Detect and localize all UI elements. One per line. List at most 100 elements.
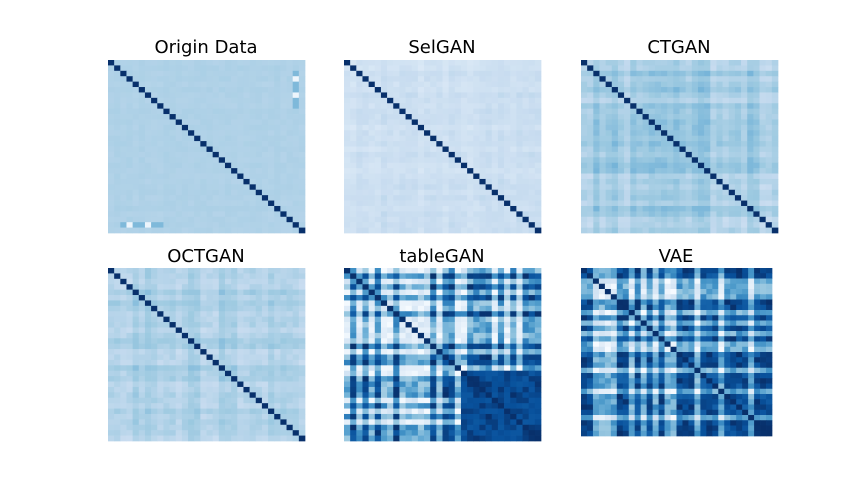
heatmap-cell bbox=[344, 316, 351, 323]
heatmap-cell bbox=[734, 97, 742, 104]
heatmap-cell bbox=[485, 289, 493, 296]
heatmap-cell bbox=[169, 349, 177, 355]
heatmap-cell bbox=[417, 392, 425, 399]
heatmap-cell bbox=[144, 65, 152, 72]
heatmap-cell bbox=[759, 70, 767, 77]
heatmap-cell bbox=[255, 76, 263, 82]
heatmap-cell bbox=[200, 408, 207, 415]
heatmap-cell bbox=[387, 222, 394, 228]
heatmap-cell bbox=[374, 151, 382, 158]
heatmap-cell bbox=[399, 108, 406, 115]
heatmap-cell bbox=[485, 76, 493, 82]
heatmap-cell bbox=[237, 222, 244, 228]
heatmap-cell bbox=[467, 316, 474, 323]
heatmap-cell bbox=[442, 146, 450, 153]
heatmap-cell bbox=[759, 211, 767, 218]
heatmap-cell bbox=[691, 87, 699, 93]
heatmap-cell bbox=[473, 162, 480, 169]
heatmap-cell bbox=[243, 327, 250, 334]
heatmap-cell bbox=[728, 211, 736, 218]
heatmap-cell bbox=[181, 151, 189, 158]
heatmap-cell bbox=[344, 87, 351, 93]
heatmap-cell bbox=[237, 392, 244, 399]
heatmap-cell bbox=[387, 354, 394, 361]
heatmap-cell bbox=[132, 92, 140, 99]
heatmap-cell bbox=[399, 92, 406, 99]
heatmap-cell bbox=[132, 332, 140, 339]
heatmap-cell bbox=[286, 87, 294, 93]
heatmap-cell bbox=[298, 92, 306, 99]
heatmap-cell bbox=[151, 76, 158, 82]
heatmap-cell bbox=[237, 408, 244, 415]
heatmap-cell bbox=[286, 359, 294, 366]
heatmap-grid bbox=[344, 268, 542, 442]
heatmap-cell bbox=[286, 365, 294, 372]
heatmap-cell bbox=[534, 311, 542, 318]
heatmap-cell bbox=[611, 60, 619, 66]
heatmap-cell bbox=[237, 289, 244, 296]
heatmap-cell bbox=[497, 227, 505, 234]
heatmap-cell bbox=[460, 205, 468, 212]
heatmap-cell bbox=[175, 103, 183, 110]
heatmap-cell bbox=[448, 168, 456, 174]
heatmap-cell bbox=[636, 146, 643, 153]
heatmap-cell bbox=[587, 195, 594, 201]
heatmap-cell bbox=[673, 227, 680, 234]
heatmap-cell bbox=[617, 70, 625, 77]
heatmap-cell bbox=[350, 327, 357, 334]
heatmap-cell bbox=[374, 70, 382, 77]
heatmap-cell bbox=[405, 65, 413, 72]
heatmap-cell bbox=[362, 268, 369, 274]
heatmap-cell bbox=[181, 97, 189, 104]
heatmap-cell bbox=[636, 227, 643, 234]
heatmap-cell bbox=[362, 168, 369, 174]
heatmap-cell bbox=[218, 97, 226, 104]
heatmap-cell bbox=[175, 222, 183, 228]
heatmap-cell bbox=[181, 184, 189, 191]
heatmap-cell bbox=[188, 124, 195, 131]
heatmap-cell bbox=[448, 173, 456, 180]
heatmap-cell bbox=[387, 119, 394, 126]
heatmap-cell bbox=[126, 300, 133, 307]
heatmap-cell bbox=[528, 365, 536, 372]
heatmap-cell bbox=[387, 289, 394, 296]
heatmap-cell bbox=[630, 119, 637, 126]
heatmap-cell bbox=[280, 305, 287, 312]
heatmap-cell bbox=[759, 135, 767, 142]
heatmap-cell bbox=[286, 430, 294, 436]
heatmap-cell bbox=[237, 184, 244, 191]
heatmap-cell bbox=[237, 338, 244, 345]
heatmap-cell bbox=[224, 365, 232, 372]
heatmap-cell bbox=[411, 386, 419, 393]
heatmap-cell bbox=[237, 343, 244, 350]
heatmap-cell bbox=[685, 184, 693, 191]
heatmap-cell bbox=[442, 70, 450, 77]
heatmap-cell bbox=[741, 157, 748, 164]
heatmap-cell bbox=[181, 162, 189, 169]
heatmap-cell bbox=[151, 419, 158, 426]
heatmap-cell bbox=[144, 381, 152, 388]
heatmap-cell bbox=[243, 135, 250, 142]
heatmap-cell bbox=[157, 300, 164, 307]
heatmap-cell bbox=[516, 408, 523, 415]
heatmap-cell bbox=[151, 124, 158, 131]
heatmap-cell bbox=[741, 151, 748, 158]
heatmap-cell bbox=[212, 370, 220, 377]
heatmap-cell bbox=[292, 430, 300, 436]
heatmap-cell bbox=[516, 200, 523, 207]
heatmap-cell bbox=[747, 200, 754, 207]
heatmap-cell bbox=[286, 305, 294, 312]
heatmap-cell bbox=[249, 70, 257, 77]
heatmap-cell bbox=[243, 349, 250, 355]
heatmap-cell bbox=[181, 295, 189, 301]
heatmap-cell bbox=[163, 408, 170, 415]
heatmap-cell bbox=[206, 322, 214, 328]
heatmap-cell bbox=[593, 114, 600, 120]
heatmap-cell bbox=[673, 216, 680, 223]
heatmap-cell bbox=[237, 349, 244, 355]
heatmap-cell bbox=[298, 365, 306, 372]
heatmap-cell bbox=[648, 76, 656, 82]
heatmap-cell bbox=[380, 316, 388, 323]
heatmap-cell bbox=[771, 97, 779, 104]
heatmap-cell bbox=[200, 316, 207, 323]
